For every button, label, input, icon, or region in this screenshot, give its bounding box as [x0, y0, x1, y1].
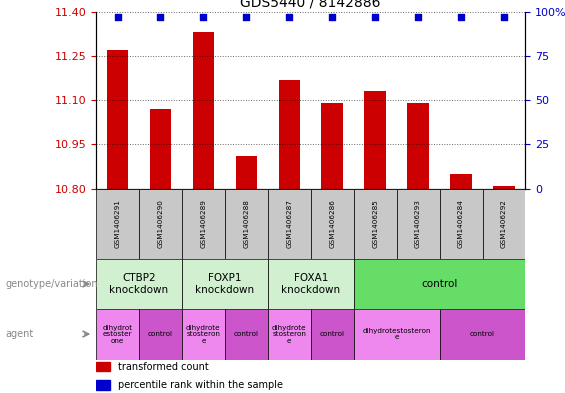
Point — [113, 14, 122, 20]
Bar — [225, 309, 268, 360]
Bar — [96, 189, 139, 259]
Bar — [182, 189, 225, 259]
Bar — [182, 259, 268, 309]
Bar — [311, 189, 354, 259]
Bar — [182, 309, 225, 360]
Bar — [193, 32, 214, 189]
Bar — [354, 189, 397, 259]
Text: control: control — [148, 331, 173, 337]
Point — [457, 14, 466, 20]
Bar — [225, 189, 268, 259]
Bar — [354, 309, 440, 360]
Bar — [96, 309, 139, 360]
Point — [414, 14, 423, 20]
Text: dihydrote
stosteron
e: dihydrote stosteron e — [186, 325, 221, 343]
Text: control: control — [470, 331, 495, 337]
Text: GSM1406284: GSM1406284 — [458, 200, 464, 248]
Text: FOXP1
knockdown: FOXP1 knockdown — [195, 273, 254, 295]
Point — [242, 14, 251, 20]
Point — [371, 14, 380, 20]
Text: control: control — [320, 331, 345, 337]
Text: agent: agent — [6, 329, 34, 339]
Text: control: control — [234, 331, 259, 337]
Bar — [268, 189, 311, 259]
Text: GSM1406291: GSM1406291 — [115, 200, 120, 248]
Text: GSM1406288: GSM1406288 — [244, 200, 249, 248]
Bar — [311, 309, 354, 360]
Text: control: control — [421, 279, 458, 289]
Text: dihydrot
estoster
one: dihydrot estoster one — [102, 325, 133, 343]
Bar — [107, 50, 128, 189]
Point — [285, 14, 294, 20]
Text: transformed count: transformed count — [118, 362, 208, 372]
Bar — [440, 189, 483, 259]
Bar — [483, 189, 525, 259]
Text: GSM1406290: GSM1406290 — [158, 200, 163, 248]
Point — [156, 14, 165, 20]
Text: percentile rank within the sample: percentile rank within the sample — [118, 380, 282, 390]
Text: GSM1406285: GSM1406285 — [372, 200, 378, 248]
Text: GSM1406286: GSM1406286 — [329, 200, 335, 248]
Bar — [354, 259, 525, 309]
Bar — [139, 189, 182, 259]
Bar — [268, 309, 311, 360]
Bar — [150, 109, 171, 189]
Point — [199, 14, 208, 20]
Text: dihydrote
stosteron
e: dihydrote stosteron e — [272, 325, 307, 343]
Bar — [96, 380, 110, 390]
Bar — [96, 259, 182, 309]
Text: GSM1406289: GSM1406289 — [201, 200, 206, 248]
Bar — [440, 309, 525, 360]
Text: GSM1406293: GSM1406293 — [415, 200, 421, 248]
Bar — [450, 174, 472, 189]
Point — [499, 14, 508, 20]
Bar — [279, 79, 300, 189]
Bar — [236, 156, 257, 189]
Bar — [493, 185, 515, 189]
Point — [328, 14, 337, 20]
Text: GSM1406292: GSM1406292 — [501, 200, 507, 248]
Text: CTBP2
knockdown: CTBP2 knockdown — [110, 273, 168, 295]
Bar — [321, 103, 343, 189]
Bar — [397, 189, 440, 259]
Bar — [268, 259, 354, 309]
Text: FOXA1
knockdown: FOXA1 knockdown — [281, 273, 340, 295]
Bar — [364, 91, 386, 189]
Text: dihydrotestosteron
e: dihydrotestosteron e — [362, 328, 431, 340]
Bar — [407, 103, 429, 189]
Bar — [96, 362, 110, 371]
Text: GSM1406287: GSM1406287 — [286, 200, 292, 248]
Bar — [139, 309, 182, 360]
Title: GDS5440 / 8142886: GDS5440 / 8142886 — [241, 0, 381, 9]
Text: genotype/variation: genotype/variation — [6, 279, 98, 289]
